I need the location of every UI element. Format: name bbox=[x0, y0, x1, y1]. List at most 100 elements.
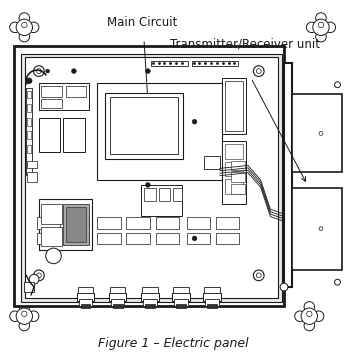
Bar bbox=[79, 299, 93, 306]
Circle shape bbox=[313, 19, 329, 36]
Circle shape bbox=[16, 308, 32, 325]
Circle shape bbox=[72, 69, 76, 74]
Bar bbox=[27, 104, 31, 112]
Circle shape bbox=[335, 82, 340, 87]
Bar bbox=[41, 227, 62, 246]
Circle shape bbox=[46, 69, 49, 73]
Bar bbox=[292, 94, 342, 172]
Bar bbox=[142, 287, 158, 293]
Bar bbox=[126, 217, 150, 229]
Bar bbox=[25, 57, 278, 298]
Circle shape bbox=[256, 273, 261, 278]
Circle shape bbox=[313, 311, 324, 322]
Circle shape bbox=[335, 279, 340, 285]
Circle shape bbox=[316, 32, 326, 42]
Bar bbox=[187, 217, 210, 229]
Circle shape bbox=[36, 273, 41, 278]
Bar bbox=[111, 299, 125, 306]
Bar bbox=[173, 287, 189, 293]
Bar bbox=[204, 287, 220, 293]
Circle shape bbox=[22, 22, 27, 28]
Circle shape bbox=[19, 302, 30, 312]
Circle shape bbox=[145, 69, 150, 74]
Bar bbox=[24, 282, 34, 292]
Bar bbox=[109, 293, 126, 301]
Circle shape bbox=[28, 22, 39, 33]
Circle shape bbox=[28, 311, 39, 322]
Bar bbox=[205, 299, 219, 306]
Bar bbox=[204, 156, 220, 170]
Bar bbox=[66, 207, 85, 242]
Bar bbox=[176, 303, 186, 309]
Bar bbox=[27, 172, 37, 182]
Circle shape bbox=[33, 66, 44, 77]
Bar bbox=[156, 233, 179, 244]
Bar bbox=[145, 303, 155, 309]
Bar bbox=[207, 303, 217, 309]
Bar bbox=[20, 307, 28, 326]
Bar bbox=[97, 217, 121, 229]
Bar bbox=[14, 46, 284, 306]
Circle shape bbox=[256, 69, 261, 74]
Circle shape bbox=[36, 69, 41, 74]
Bar bbox=[21, 54, 282, 302]
Bar bbox=[66, 233, 89, 244]
Bar bbox=[37, 217, 60, 229]
Bar bbox=[144, 188, 156, 201]
Circle shape bbox=[10, 22, 20, 33]
Circle shape bbox=[280, 283, 288, 291]
Circle shape bbox=[19, 32, 30, 42]
Bar bbox=[141, 293, 158, 301]
Bar bbox=[27, 90, 31, 98]
Circle shape bbox=[301, 308, 318, 325]
Bar bbox=[231, 172, 245, 182]
Bar bbox=[143, 299, 157, 306]
Circle shape bbox=[319, 227, 323, 231]
Bar bbox=[110, 97, 178, 154]
Bar bbox=[39, 118, 60, 152]
Circle shape bbox=[29, 274, 39, 284]
Bar bbox=[20, 18, 28, 37]
Bar bbox=[37, 233, 60, 244]
Circle shape bbox=[46, 248, 61, 264]
Circle shape bbox=[319, 131, 323, 135]
Bar bbox=[105, 93, 183, 159]
Bar bbox=[15, 23, 34, 32]
Circle shape bbox=[10, 311, 20, 322]
Bar bbox=[63, 204, 89, 245]
Bar bbox=[216, 217, 239, 229]
Bar bbox=[231, 184, 245, 193]
Text: Figure 1 – Electric panel: Figure 1 – Electric panel bbox=[98, 337, 248, 350]
Circle shape bbox=[253, 66, 264, 77]
Bar bbox=[27, 160, 37, 168]
Bar bbox=[225, 162, 243, 176]
Bar bbox=[41, 204, 62, 224]
Bar bbox=[225, 179, 243, 193]
Circle shape bbox=[325, 22, 336, 33]
Circle shape bbox=[192, 119, 197, 124]
Circle shape bbox=[253, 270, 264, 281]
Bar bbox=[97, 233, 121, 244]
Circle shape bbox=[33, 270, 44, 281]
Bar bbox=[203, 293, 221, 301]
Bar bbox=[113, 303, 122, 309]
Circle shape bbox=[307, 311, 312, 317]
Bar bbox=[15, 312, 34, 321]
Circle shape bbox=[19, 320, 30, 331]
Circle shape bbox=[304, 302, 315, 312]
Bar bbox=[225, 81, 243, 131]
Bar bbox=[66, 217, 89, 229]
Circle shape bbox=[145, 183, 150, 187]
Bar bbox=[172, 293, 190, 301]
Circle shape bbox=[316, 13, 326, 23]
Bar bbox=[126, 233, 150, 244]
Bar bbox=[222, 141, 246, 204]
Bar bbox=[41, 86, 62, 97]
Bar bbox=[27, 131, 31, 139]
Bar bbox=[27, 145, 31, 153]
Bar bbox=[39, 200, 93, 250]
Bar bbox=[187, 233, 210, 244]
Bar bbox=[78, 287, 93, 293]
Bar bbox=[26, 87, 32, 175]
Bar bbox=[63, 118, 85, 152]
